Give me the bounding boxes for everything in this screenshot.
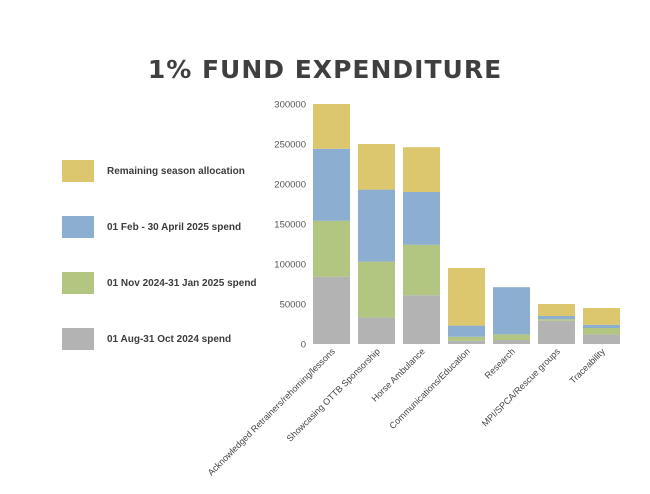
- bar-stacks: [313, 104, 620, 344]
- legend-label-remaining: Remaining season allocation: [107, 165, 245, 177]
- bar-segment-remaining-season-allocation: [583, 308, 620, 325]
- bar-segment-remaining-season-allocation: [313, 104, 350, 149]
- bar-segment-01-aug-31-oct-2024-spend: [538, 320, 575, 344]
- legend-item-remaining: Remaining season allocation: [62, 159, 292, 183]
- y-tick-label: 150000: [274, 220, 306, 231]
- bar-stack-mpi-spca-rescue-groups: [538, 304, 575, 344]
- y-tick-label: 300000: [274, 100, 306, 111]
- bar-segment-01-nov-2024-31-jan-2025-spend: [538, 319, 575, 321]
- y-tick-label: 200000: [274, 180, 306, 191]
- bar-segment-01-nov-2024-31-jan-2025-spend: [403, 244, 440, 296]
- y-tick-label: 100000: [274, 260, 306, 271]
- bar-segment-01-aug-31-oct-2024-spend: [448, 340, 485, 344]
- x-tick-label: MPI/SPCA/Rescue groups: [480, 346, 562, 428]
- bar-segment-01-aug-31-oct-2024-spend: [403, 295, 440, 344]
- bar-segment-01-feb-30-april-2025-spend: [403, 192, 440, 245]
- x-tick-label: Showcasing OTTB Sponsorship: [285, 346, 382, 443]
- legend-item-aug-oct: 01 Aug-31 Oct 2024 spend: [62, 327, 292, 351]
- chart-title: 1% FUND EXPENDITURE: [147, 55, 503, 84]
- legend-label-nov-jan: 01 Nov 2024-31 Jan 2025 spend: [107, 277, 257, 289]
- bar-stack-showcasing-ottb-sponsorship: [358, 144, 395, 344]
- bar-segment-remaining-season-allocation: [538, 304, 575, 316]
- bar-segment-01-aug-31-oct-2024-spend: [313, 276, 350, 344]
- legend-label-feb-apr: 01 Feb - 30 April 2025 spend: [107, 221, 242, 233]
- x-axis: Acknowledged Retrainers/rehoming/lessons…: [206, 346, 608, 478]
- bar-stack-research: [493, 287, 530, 344]
- bar-segment-01-nov-2024-31-jan-2025-spend: [493, 334, 530, 340]
- bar-segment-01-aug-31-oct-2024-spend: [493, 340, 530, 344]
- legend-swatch-aug-oct: [62, 328, 94, 350]
- x-tick-label: Communications/Education: [387, 346, 472, 431]
- y-axis: 0 50000 100000 150000 200000 250000 300000: [274, 100, 306, 351]
- bar-segment-01-feb-30-april-2025-spend: [583, 324, 620, 328]
- bar-segment-01-feb-30-april-2025-spend: [358, 189, 395, 262]
- bar-segment-01-aug-31-oct-2024-spend: [583, 334, 620, 344]
- legend-swatch-feb-apr: [62, 216, 94, 238]
- bar-stack-communications-education: [448, 268, 485, 344]
- bar-segment-01-feb-30-april-2025-spend: [538, 316, 575, 320]
- bar-segment-01-feb-30-april-2025-spend: [448, 325, 485, 337]
- bar-segment-01-feb-30-april-2025-spend: [493, 287, 530, 335]
- legend-label-aug-oct: 01 Aug-31 Oct 2024 spend: [107, 333, 232, 345]
- bar-segment-01-nov-2024-31-jan-2025-spend: [583, 328, 620, 335]
- bar-segment-01-nov-2024-31-jan-2025-spend: [313, 220, 350, 277]
- bar-segment-remaining-season-allocation: [448, 268, 485, 326]
- y-tick-label: 250000: [274, 140, 306, 151]
- bar-segment-01-aug-31-oct-2024-spend: [358, 317, 395, 344]
- legend-swatch-remaining: [62, 160, 94, 182]
- legend-item-feb-apr: 01 Feb - 30 April 2025 spend: [62, 215, 292, 239]
- y-tick-label: 50000: [280, 300, 306, 311]
- bar-segment-01-feb-30-april-2025-spend: [313, 148, 350, 221]
- y-tick-label: 0: [301, 340, 306, 351]
- bar-stack-traceability: [583, 308, 620, 344]
- bar-segment-01-nov-2024-31-jan-2025-spend: [358, 261, 395, 318]
- bar-segment-01-nov-2024-31-jan-2025-spend: [448, 336, 485, 341]
- bar-segment-remaining-season-allocation: [358, 144, 395, 190]
- bar-segment-remaining-season-allocation: [403, 147, 440, 192]
- legend-item-nov-jan: 01 Nov 2024-31 Jan 2025 spend: [62, 271, 292, 295]
- bar-stack-horse-ambulance: [403, 147, 440, 344]
- bar-stack-acknowledged-retrainers-rehoming-lessons: [313, 104, 350, 344]
- x-tick-label: Research: [483, 346, 517, 380]
- legend-swatch-nov-jan: [62, 272, 94, 294]
- x-tick-label: Traceability: [568, 346, 608, 386]
